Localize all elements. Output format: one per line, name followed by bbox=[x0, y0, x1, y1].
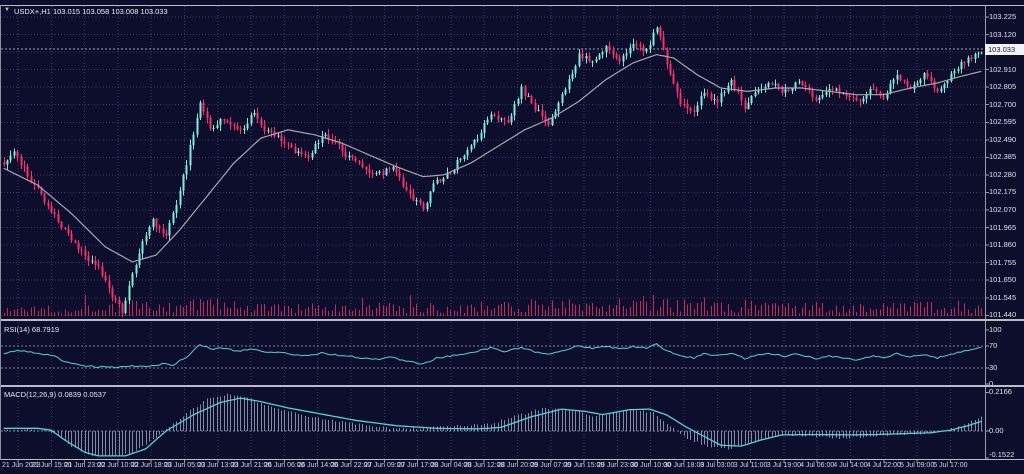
rsi-axis-label: 100 bbox=[989, 325, 1002, 334]
time-axis-label: 23 Jun 21:00 bbox=[230, 462, 272, 469]
time-axis-label: 28 Jun 12:00 bbox=[463, 462, 505, 469]
price-axis-label: 102.070 bbox=[989, 205, 1017, 214]
time-axis-label: 26 Jun 06:00 bbox=[264, 462, 305, 469]
time-axis-label: 4 Jul 14:00 bbox=[833, 462, 868, 469]
price-axis-label: 102.490 bbox=[989, 135, 1017, 144]
time-axis-label: 3 Jul 03:00 bbox=[700, 462, 735, 469]
time-axis-label: 28 Jun 04:00 bbox=[430, 462, 472, 469]
time-axis-label: 3 Jul 11:00 bbox=[733, 462, 768, 469]
macd-indicator-label: MACD(12,26,9) 0.0839 0.0537 bbox=[4, 390, 107, 399]
rsi-axis-label: 0 bbox=[989, 379, 994, 388]
time-axis[interactable]: 21 Jun 2023 21 Jun 15:00 21 Jun 23:00 22 Ju… bbox=[0, 460, 1024, 474]
price-axis-label: 102.700 bbox=[989, 100, 1017, 109]
chart-ohlc-values: 103.015 103.058 103.008 103.033 bbox=[52, 7, 168, 16]
time-axis-label: 27 Jun 17:00 bbox=[397, 462, 438, 469]
panel-splitter-rsi[interactable] bbox=[0, 319, 1024, 321]
price-axis-label: 101.755 bbox=[989, 258, 1017, 267]
time-axis-label: 21 Jun 23:00 bbox=[64, 462, 105, 469]
axis-frame bbox=[17, 5, 989, 463]
time-axis-label: 29 Jun 23:00 bbox=[597, 462, 638, 469]
price-axis-label: 101.440 bbox=[989, 310, 1017, 319]
price-axis-label: 102.175 bbox=[989, 187, 1017, 196]
window-top-border bbox=[0, 5, 1024, 6]
panel-splitter-macd[interactable] bbox=[0, 385, 1024, 387]
time-axis-label: 23 Jun 05:00 bbox=[164, 462, 205, 469]
time-axis-label: 30 Jun 10:00 bbox=[630, 462, 671, 469]
volume-layer bbox=[4, 294, 982, 316]
current-price-tag: 103.033 bbox=[985, 44, 1024, 55]
symbol-dropdown-icon[interactable]: ▼ bbox=[4, 7, 10, 13]
time-axis-label: 5 Jul 17:00 bbox=[933, 462, 968, 469]
price-axis-label: 102.910 bbox=[989, 65, 1017, 74]
price-axis-label: 101.965 bbox=[989, 223, 1017, 232]
rsi-axis-label: 70 bbox=[989, 341, 998, 350]
price-axis-label: 101.860 bbox=[989, 240, 1017, 249]
price-axis-label: 103.225 bbox=[989, 12, 1017, 21]
macd-axis-label: 0.2166 bbox=[989, 387, 1012, 396]
time-axis-label: 26 Jun 22:00 bbox=[330, 462, 372, 469]
chart-title: ▼ USDX+,H1 103.015 103.058 103.008 103.03… bbox=[4, 7, 168, 16]
price-axis-label: 101.545 bbox=[989, 293, 1017, 302]
rsi-line bbox=[3, 343, 982, 369]
time-axis-label: 4 Jul 22:00 bbox=[866, 462, 901, 469]
price-axis-label: 102.805 bbox=[989, 82, 1017, 91]
time-axis-label: 5 Jul 09:00 bbox=[899, 462, 935, 469]
time-axis-label: 26 Jun 14:00 bbox=[297, 462, 338, 469]
time-axis-border bbox=[0, 459, 1024, 460]
rsi-axis-label: 30 bbox=[989, 363, 998, 372]
macd-axis-label: 0.00 bbox=[989, 426, 1004, 435]
macd-histogram bbox=[4, 393, 982, 457]
price-axis-label: 102.280 bbox=[989, 170, 1017, 179]
time-axis-label: 21 Jun 15:00 bbox=[31, 462, 72, 469]
time-axis-label: 22 Jun 18:00 bbox=[130, 462, 172, 469]
price-axis[interactable]: 103.225103.120103.015102.910102.805102.7… bbox=[986, 0, 1024, 460]
time-axis-label: 22 Jun 10:00 bbox=[97, 462, 139, 469]
indicator-level-lines bbox=[1, 345, 985, 432]
window-left-border bbox=[0, 5, 1, 460]
time-axis-label: 29 Jun 07:00 bbox=[530, 462, 572, 469]
price-axis-label: 102.385 bbox=[989, 152, 1017, 161]
time-axis-label: 4 Jul 06:00 bbox=[800, 462, 835, 469]
ma-line bbox=[3, 53, 982, 263]
time-axis-label: 27 Jun 09:00 bbox=[364, 462, 405, 469]
grid-layer bbox=[1, 6, 985, 458]
macd-signal-line bbox=[3, 397, 982, 457]
time-axis-label: 23 Jun 13:00 bbox=[197, 462, 239, 469]
chart-symbol-period: USDX+,H1 bbox=[13, 7, 51, 16]
time-axis-label: 21 Jun 2023 bbox=[2, 462, 41, 469]
time-axis-label: 3 Jul 19:00 bbox=[766, 462, 802, 469]
time-axis-label: 28 Jun 20:00 bbox=[497, 462, 538, 469]
price-axis-label: 102.595 bbox=[989, 117, 1017, 126]
macd-axis-label: -0.1522 bbox=[989, 450, 1015, 459]
price-axis-label: 101.650 bbox=[989, 275, 1017, 284]
rsi-indicator-label: RSI(14) 68.7919 bbox=[4, 325, 60, 334]
time-axis-label: 30 Jun 18:00 bbox=[663, 462, 705, 469]
time-axis-label: 29 Jun 15:00 bbox=[563, 462, 605, 469]
price-axis-label: 103.120 bbox=[989, 30, 1017, 39]
